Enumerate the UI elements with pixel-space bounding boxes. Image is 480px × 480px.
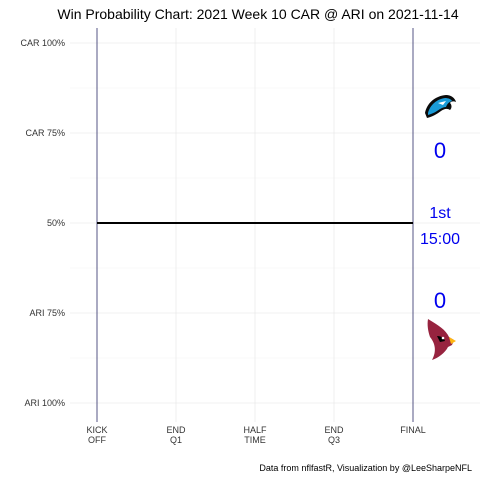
- chart-caption: Data from nflfastR, Visualization by @Le…: [259, 463, 472, 473]
- game-clock: 15:00: [420, 231, 460, 248]
- game-quarter: 1st: [429, 205, 451, 222]
- x-tick-label: KICK OFF: [86, 425, 107, 445]
- y-tick-label: ARI 75%: [29, 308, 65, 318]
- away-score: 0: [434, 138, 446, 163]
- y-tick-label: CAR 100%: [20, 38, 65, 48]
- chart-title: Win Probability Chart: 2021 Week 10 CAR …: [57, 6, 458, 22]
- home-score: 0: [434, 288, 446, 313]
- y-tick-label: ARI 100%: [24, 398, 65, 408]
- x-tick-label: END Q3: [324, 425, 344, 445]
- y-tick-label: 50%: [47, 218, 65, 228]
- x-axis-ticks: KICK OFF END Q1 HALF TIME END Q3 FINAL: [86, 425, 425, 445]
- panthers-logo: [425, 95, 456, 118]
- grid: [70, 28, 480, 422]
- x-tick-label: END Q1: [166, 425, 186, 445]
- x-tick-label: HALF TIME: [243, 425, 267, 445]
- x-tick-label: FINAL: [400, 425, 426, 435]
- cardinals-logo: [427, 319, 456, 360]
- y-tick-label: CAR 75%: [25, 128, 65, 138]
- y-axis-ticks: CAR 100% CAR 75% 50% ARI 75% ARI 100%: [20, 38, 65, 408]
